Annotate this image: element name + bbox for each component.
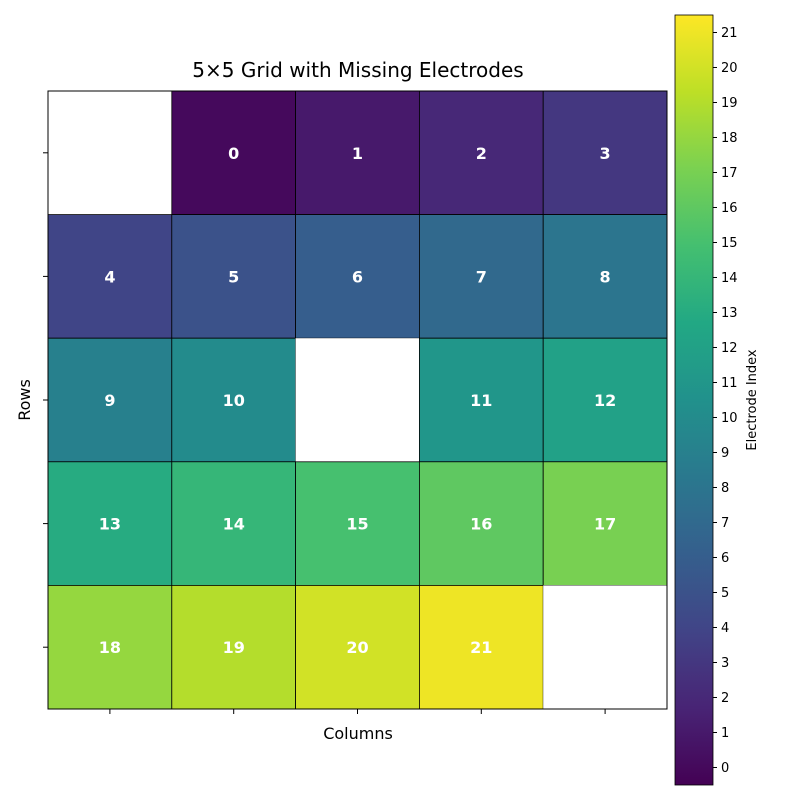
colorbar-tick-label: 0 <box>721 761 729 776</box>
heatmap-cell <box>295 585 420 710</box>
heatmap-cell <box>295 461 420 586</box>
heatmap-cell <box>47 214 173 339</box>
heatmap-cell <box>295 90 420 215</box>
colorbar-tick-label: 3 <box>721 656 729 671</box>
colorbar-tick-label: 10 <box>721 411 738 426</box>
cell-value-label: 13 <box>99 515 121 534</box>
colorbar-tick-label: 6 <box>721 551 729 566</box>
heatmap-cell <box>171 90 297 215</box>
y-axis-label: Rows <box>15 379 34 421</box>
heatmap-cell <box>542 461 668 586</box>
chart-title: 5×5 Grid with Missing Electrodes <box>192 58 523 82</box>
cell-value-label: 2 <box>476 144 487 163</box>
cell-value-label: 4 <box>104 267 115 286</box>
colorbar-tick-label: 14 <box>721 271 738 286</box>
cell-value-label: 21 <box>470 638 492 657</box>
colorbar-tick-label: 5 <box>721 586 729 601</box>
colorbar-tick-label: 13 <box>721 306 738 321</box>
colorbar-tick-label: 4 <box>721 621 729 636</box>
colorbar-tick-label: 17 <box>721 166 738 181</box>
x-axis-label: Columns <box>323 724 393 743</box>
heatmap-cell <box>418 585 544 710</box>
heatmap-cell <box>418 214 544 339</box>
cell-value-label: 3 <box>600 144 611 163</box>
heatmap-cell <box>47 461 173 586</box>
heatmap-cell <box>171 214 297 339</box>
heatmap-cell <box>542 90 668 215</box>
heatmap-cell <box>418 461 544 586</box>
cell-value-label: 1 <box>352 144 363 163</box>
colorbar-tick-label: 16 <box>721 201 738 216</box>
cell-value-label: 7 <box>476 267 487 286</box>
cell-value-label: 20 <box>346 638 368 657</box>
cell-value-label: 14 <box>223 515 245 534</box>
heatmap-cell <box>171 461 297 586</box>
cell-value-label: 9 <box>104 391 115 410</box>
colorbar-tick-label: 19 <box>721 96 738 111</box>
missing-cell <box>543 585 667 709</box>
colorbar-tick-label: 8 <box>721 481 729 496</box>
colorbar-tick-label: 12 <box>721 341 738 356</box>
colorbar-tick-label: 21 <box>721 26 738 41</box>
cell-value-label: 8 <box>600 267 611 286</box>
cell-value-label: 15 <box>346 515 368 534</box>
colorbar-tick-label: 15 <box>721 236 738 251</box>
cell-value-label: 5 <box>228 267 239 286</box>
colorbar-label: Electrode Index <box>745 349 760 451</box>
cell-value-label: 10 <box>223 391 245 410</box>
colorbar-tick-label: 7 <box>721 516 729 531</box>
x-axis-ticks <box>109 709 606 714</box>
y-axis-ticks <box>43 152 48 648</box>
colorbar <box>674 14 714 786</box>
colorbar-tick-label: 1 <box>721 726 729 741</box>
heatmap-cell <box>47 585 173 710</box>
cell-value-label: 18 <box>99 638 121 657</box>
heatmap-cell <box>47 337 173 463</box>
cell-value-label: 6 <box>352 267 363 286</box>
cell-value-label: 12 <box>594 391 616 410</box>
colorbar-tick-label: 18 <box>721 131 738 146</box>
colorbar-tick-label: 9 <box>721 446 729 461</box>
colorbar-tick-label: 11 <box>721 376 738 391</box>
cell-value-label: 0 <box>228 144 239 163</box>
missing-cell <box>48 91 172 215</box>
colorbar-tick-label: 2 <box>721 691 729 706</box>
heatmap-cell <box>418 337 544 463</box>
colorbar-tick-label: 20 <box>721 61 738 76</box>
heatmap-cell <box>295 214 420 339</box>
cell-value-label: 19 <box>223 638 245 657</box>
cell-value-label: 16 <box>470 515 492 534</box>
cell-value-label: 11 <box>470 391 492 410</box>
missing-cell <box>295 338 420 462</box>
heatmap-cell <box>171 585 297 710</box>
heatmap-cell <box>542 337 668 463</box>
cell-value-label: 17 <box>594 515 616 534</box>
